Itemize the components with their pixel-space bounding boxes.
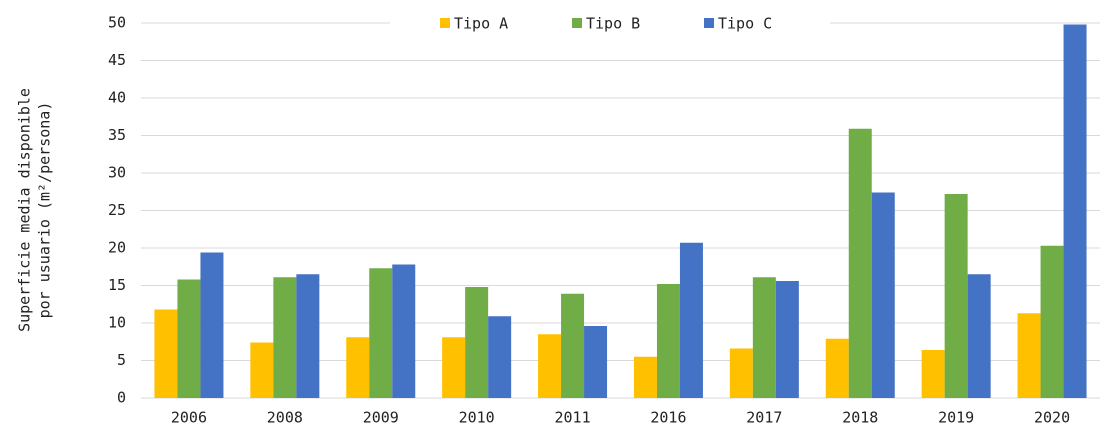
y-tick-label: 35	[108, 126, 126, 144]
x-tick-label: 2019	[938, 409, 974, 427]
x-tick-label: 2020	[1034, 409, 1070, 427]
x-tick-label: 2009	[363, 409, 399, 427]
legend-swatch	[572, 18, 582, 28]
legend-label: Tipo C	[718, 15, 772, 33]
bar	[154, 309, 178, 398]
bar	[752, 277, 776, 398]
bar	[465, 287, 489, 398]
bar	[488, 316, 512, 398]
bar	[871, 192, 895, 398]
bar	[584, 326, 608, 398]
x-tick-label: 2011	[554, 409, 590, 427]
x-tick-label: 2006	[171, 409, 207, 427]
bar	[561, 293, 585, 398]
y-tick-label: 45	[108, 51, 126, 69]
y-axis-label: por usuario (m²/persona)	[36, 102, 54, 319]
y-tick-label: 15	[108, 276, 126, 294]
bar	[1017, 313, 1041, 398]
bar	[392, 264, 416, 398]
bar	[296, 274, 320, 398]
x-tick-label: 2016	[650, 409, 686, 427]
legend-background	[390, 11, 830, 35]
bar	[967, 274, 991, 398]
y-tick-label: 25	[108, 201, 126, 219]
y-tick-label: 50	[108, 14, 126, 32]
bar	[775, 281, 799, 398]
bar	[346, 337, 370, 398]
y-axis-label: Superficie media disponible	[16, 88, 34, 332]
legend-label: Tipo B	[586, 15, 640, 33]
bar	[369, 268, 393, 398]
bar	[250, 342, 274, 398]
legend-label: Tipo A	[454, 15, 508, 33]
y-tick-label: 40	[108, 89, 126, 107]
bar	[656, 284, 680, 398]
y-tick-label: 20	[108, 239, 126, 257]
bar	[729, 348, 753, 398]
y-tick-label: 0	[117, 389, 126, 407]
bar	[538, 334, 562, 398]
legend-swatch	[704, 18, 714, 28]
x-tick-label: 2008	[267, 409, 303, 427]
x-tick-label: 2017	[746, 409, 782, 427]
bar	[848, 128, 872, 398]
legend-swatch	[440, 18, 450, 28]
bar	[825, 338, 849, 398]
y-tick-label: 10	[108, 314, 126, 332]
bar	[1063, 24, 1087, 398]
bar	[944, 194, 968, 398]
y-tick-label: 30	[108, 164, 126, 182]
bar	[200, 252, 224, 398]
bar	[177, 279, 201, 398]
x-tick-label: 2018	[842, 409, 878, 427]
bar	[442, 337, 466, 398]
bar	[679, 242, 703, 398]
bar	[273, 277, 297, 398]
bar	[1040, 245, 1064, 398]
x-tick-label: 2010	[459, 409, 495, 427]
y-tick-label: 5	[117, 351, 126, 369]
bar	[921, 350, 945, 398]
bar	[633, 356, 657, 398]
